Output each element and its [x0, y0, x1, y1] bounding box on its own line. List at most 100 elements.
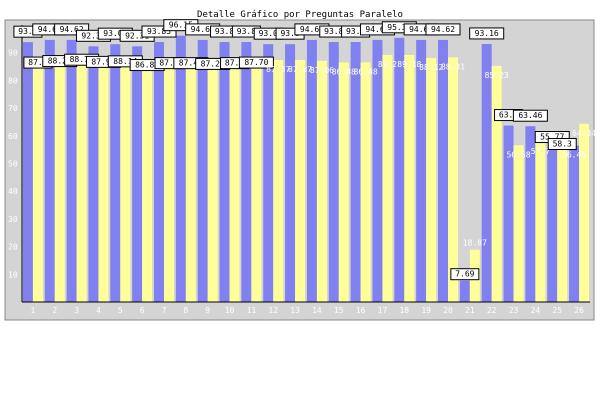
value-label: 7.69 — [455, 270, 474, 279]
value-label-box — [425, 23, 461, 36]
value-label: 63.7 — [499, 111, 518, 120]
value-label-box — [512, 109, 548, 122]
x-tick-label: 4 — [96, 306, 101, 315]
bar-series-a — [372, 39, 383, 303]
value-label: 93.08 — [103, 29, 127, 38]
value-label: 86.48 — [332, 67, 356, 76]
value-labels-group: 93.8 87.7 94.62 88.24 94.62 88.73 92.31 87.95 93… — [13, 19, 596, 281]
y-axis: 10 20 30 40 50 60 70 80 90 — [8, 25, 23, 302]
value-label: 87.49 — [179, 59, 203, 68]
bar-series-b — [535, 142, 546, 302]
value-label: 95.38 — [387, 23, 411, 32]
bar-series-a — [328, 42, 339, 303]
bar-series-a — [66, 39, 77, 303]
value-label-box — [547, 138, 577, 151]
bar-series-b — [185, 59, 196, 303]
value-label: 87.95 — [91, 57, 115, 66]
bar-series-b — [426, 57, 437, 303]
x-tick-label: 9 — [205, 306, 210, 315]
value-label: 55.77 — [540, 133, 564, 142]
bar-series-b — [316, 60, 327, 303]
value-label: 87.22 — [201, 59, 225, 68]
bar-series-a — [416, 39, 427, 303]
x-tick-label: 7 — [162, 306, 167, 315]
value-label: 56.46 — [562, 151, 586, 160]
value-label: 85.23 — [485, 71, 509, 80]
value-label: 94.62 — [409, 25, 433, 34]
value-label: 86.48 — [354, 67, 378, 76]
bar-series-a — [219, 42, 230, 303]
value-label: 63.46 — [518, 111, 542, 120]
x-tick-label: 5 — [118, 306, 123, 315]
bars-group — [22, 35, 590, 303]
value-label: 88.14 — [113, 57, 137, 66]
bar-series-a — [306, 39, 317, 303]
y-tick-label: 90 — [8, 49, 18, 58]
x-axis: 1 2 3 4 5 6 7 8 9 10 11 12 13 14 15 16 17 18 19 20 21 22 23 24 2… — [22, 301, 590, 315]
bar-series-a — [503, 125, 514, 303]
bar-series-b — [295, 59, 306, 302]
x-tick-label: 8 — [183, 306, 188, 315]
y-tick-label: 30 — [8, 215, 18, 224]
y-tick-label: 20 — [8, 243, 18, 252]
bar-series-a — [175, 35, 186, 303]
x-tick-label: 25 — [552, 306, 562, 315]
bar-series-b — [32, 59, 43, 302]
x-tick-label: 11 — [247, 306, 257, 315]
bar-series-b — [382, 54, 393, 302]
value-label: 92.31 — [81, 31, 105, 40]
value-label: 96.15 — [169, 21, 193, 30]
value-label: 57.7 — [531, 147, 550, 156]
y-tick-label: 40 — [8, 187, 18, 196]
bar-series-b — [404, 54, 415, 302]
bar-series-a — [88, 46, 99, 302]
value-label: 93.0 — [259, 29, 278, 38]
value-label: 88.24 — [48, 57, 72, 66]
bar-series-a — [197, 39, 208, 303]
bar-series-a — [569, 145, 580, 302]
x-tick-label: 15 — [334, 306, 344, 315]
bar-series-a — [154, 42, 164, 303]
bar-series-b — [579, 123, 590, 302]
x-tick-label: 24 — [531, 306, 541, 315]
value-label: 93.0 — [280, 29, 299, 38]
value-label: 93.8 — [346, 27, 365, 36]
y-tick-label: 50 — [8, 160, 18, 169]
value-label: 86.81 — [135, 61, 159, 70]
bar-series-a — [547, 147, 558, 302]
value-label: 56.58 — [506, 150, 530, 159]
bar-series-a — [438, 39, 448, 303]
value-label-box — [238, 56, 274, 69]
y-tick-label: 60 — [8, 132, 18, 141]
value-label-box — [54, 23, 90, 36]
x-tick-label: 21 — [465, 306, 475, 315]
value-label: 87.5 — [225, 59, 244, 68]
x-tick-label: 13 — [290, 306, 300, 315]
value-label: 87.06 — [310, 66, 334, 75]
x-tick-label: 22 — [487, 306, 497, 315]
y-tick-label: 10 — [8, 270, 18, 279]
value-label-box — [141, 25, 177, 38]
x-tick-label: 18 — [399, 306, 409, 315]
value-label: 89.2 — [378, 60, 397, 69]
x-tick-label: 17 — [378, 306, 388, 315]
bar-series-a — [481, 43, 492, 302]
value-label: 93.8 — [324, 27, 343, 36]
x-tick-label: 3 — [74, 306, 79, 315]
value-label: 88.73 — [70, 55, 94, 64]
value-label: 92.31 — [125, 31, 149, 40]
value-label: 18.87 — [463, 239, 487, 248]
bar-series-b — [557, 140, 568, 302]
bar-series-b — [338, 62, 349, 302]
bar-series-b — [76, 56, 87, 303]
value-label: 89.18 — [397, 60, 421, 69]
y-tick-label: 70 — [8, 104, 18, 113]
value-label: 93.8 — [18, 27, 37, 36]
bar-series-a — [263, 44, 274, 303]
value-label: 87.7 — [28, 58, 47, 67]
value-label: 93.16 — [475, 29, 499, 38]
bar-series-a — [132, 46, 143, 302]
x-tick-label: 14 — [312, 306, 322, 315]
value-label-box — [469, 27, 505, 40]
bar-series-b — [98, 58, 109, 303]
